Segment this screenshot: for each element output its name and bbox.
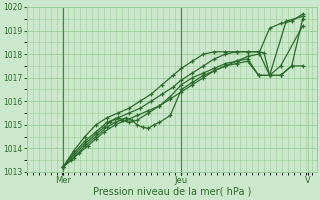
X-axis label: Pression niveau de la mer( hPa ): Pression niveau de la mer( hPa ) bbox=[92, 187, 251, 197]
